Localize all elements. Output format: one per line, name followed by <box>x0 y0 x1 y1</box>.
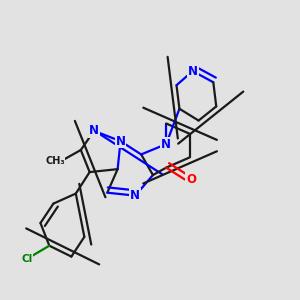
Text: CH₃: CH₃ <box>45 156 65 166</box>
Text: N: N <box>188 64 198 78</box>
Text: Cl: Cl <box>21 254 32 264</box>
Text: O: O <box>186 173 196 186</box>
Text: N: N <box>161 138 171 151</box>
Text: N: N <box>130 189 140 202</box>
Text: N: N <box>89 124 99 137</box>
Text: N: N <box>116 135 126 148</box>
